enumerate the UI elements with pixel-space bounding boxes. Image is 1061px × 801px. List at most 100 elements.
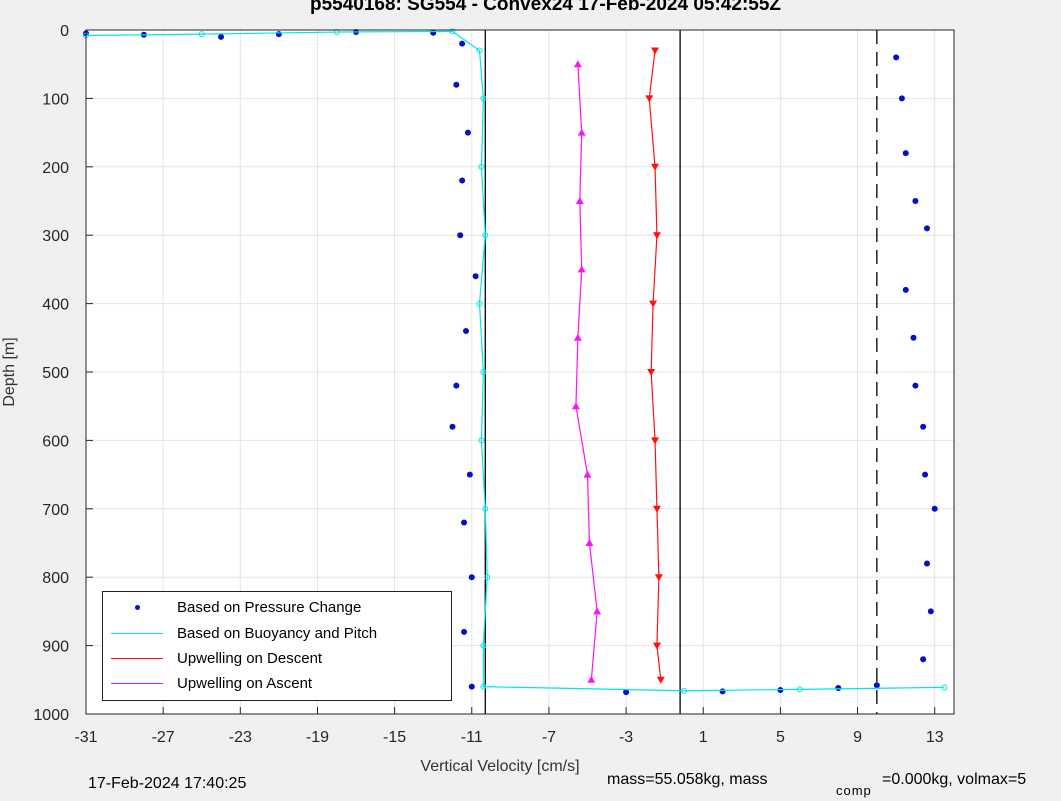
x-tick-label: -11	[461, 729, 483, 746]
legend-item-pressure: Based on Pressure Change	[103, 597, 451, 619]
x-tick-label: 9	[853, 729, 862, 746]
data-point	[941, 684, 948, 691]
x-tick-label: -19	[306, 729, 329, 746]
legend-label-pressure: Based on Pressure Change	[177, 599, 362, 616]
data-point	[923, 225, 930, 232]
data-point	[719, 688, 726, 695]
data-point	[577, 128, 586, 136]
footer-comp-subscript: comp	[836, 783, 872, 798]
data-point	[920, 656, 927, 663]
data-point	[593, 607, 602, 615]
data-point	[468, 683, 475, 690]
data-point	[649, 300, 658, 308]
chart-title: p5540168: SG554 - Convex24 17-Feb-2024 0…	[309, 0, 782, 15]
x-tick-label: -3	[619, 729, 633, 746]
data-point	[651, 437, 660, 445]
data-point	[480, 642, 487, 649]
x-tick-label: -27	[152, 729, 175, 746]
series-4	[571, 60, 602, 683]
pressure-marker-icon	[135, 605, 140, 610]
x-tick-label: 5	[776, 729, 785, 746]
data-point	[275, 31, 282, 38]
series-2	[83, 28, 948, 694]
series-3	[645, 47, 665, 684]
y-tick-label: 700	[42, 502, 69, 519]
footer-date: 17-Feb-2024 17:40:25	[88, 775, 247, 792]
data-point	[680, 687, 687, 694]
data-point	[468, 574, 475, 581]
data-point	[478, 437, 485, 444]
data-point	[910, 334, 917, 341]
y-tick-label: 900	[42, 639, 69, 656]
data-point	[835, 685, 842, 692]
data-point	[647, 369, 656, 376]
data-point	[573, 60, 582, 68]
x-tick-label: -15	[383, 729, 406, 746]
data-point	[912, 198, 919, 204]
y-tick-label: 500	[42, 365, 69, 382]
data-point	[484, 574, 491, 581]
x-tick-label: -23	[229, 729, 252, 746]
data-point	[902, 286, 909, 293]
data-point	[459, 177, 466, 184]
data-point	[922, 471, 929, 478]
data-point	[575, 197, 584, 204]
buoyancy-line-icon	[111, 633, 163, 634]
data-point	[651, 163, 660, 171]
x-tick-label: -7	[542, 729, 556, 746]
data-point	[461, 628, 468, 635]
legend-label-descent: Upwelling on Descent	[177, 650, 323, 667]
data-point	[902, 150, 909, 157]
y-axis-label: Depth [m]	[1, 337, 18, 406]
y-tick-label: 300	[42, 228, 69, 245]
data-point	[449, 423, 456, 430]
x-axis-label: Vertical Velocity [cm/s]	[420, 758, 579, 775]
legend-item-buoyancy: Based on Buoyancy and Pitch	[103, 623, 451, 645]
data-point	[652, 642, 661, 650]
data-point	[459, 40, 466, 47]
y-tick-label: 800	[42, 570, 69, 587]
y-tick-label: 1000	[33, 707, 69, 724]
y-tick-label: 0	[60, 23, 69, 40]
axis-ticks: -31 -27 -23 -19 -15 -11 -7 -3 1 5 9 130100200300400…	[33, 23, 943, 746]
data-point	[482, 505, 489, 512]
data-point	[912, 382, 919, 389]
y-tick-label: 400	[42, 297, 69, 314]
data-point	[656, 676, 665, 684]
y-tick-label: 600	[42, 433, 69, 450]
series-line	[85, 30, 945, 692]
data-point	[478, 163, 485, 170]
data-point	[482, 232, 489, 239]
data-point	[927, 608, 934, 615]
y-tick-label: 200	[42, 160, 69, 177]
data-point	[461, 519, 468, 526]
data-point	[920, 423, 927, 430]
data-point	[583, 470, 592, 478]
footer-mass: mass=55.058kg, mass	[607, 771, 768, 788]
legend-label-ascent: Upwelling on Ascent	[177, 675, 313, 692]
data-point	[645, 95, 654, 103]
data-point	[873, 682, 880, 689]
reference-lines	[484, 30, 878, 714]
data-point	[480, 95, 487, 102]
data-point	[472, 273, 479, 280]
data-point	[893, 54, 900, 61]
data-point	[476, 47, 483, 54]
data-point	[652, 505, 661, 513]
footer-comp-volmax: =0.000kg, volmax=5	[882, 771, 1027, 788]
series-line	[575, 64, 598, 680]
legend: Based on Pressure Change Based on Buoyan…	[102, 591, 452, 701]
legend-label-buoyancy: Based on Buoyancy and Pitch	[177, 625, 378, 642]
descent-line-icon	[111, 658, 163, 659]
data-point	[480, 369, 487, 375]
data-point	[571, 402, 580, 410]
x-tick-label: -31	[74, 729, 97, 746]
data-point	[654, 574, 663, 582]
legend-item-ascent: Upwelling on Ascent	[103, 673, 451, 695]
data-point	[898, 95, 905, 102]
data-point	[466, 471, 473, 478]
data-point	[585, 539, 594, 546]
data-point	[453, 382, 460, 389]
data-point	[462, 327, 469, 334]
data-point	[457, 232, 464, 239]
